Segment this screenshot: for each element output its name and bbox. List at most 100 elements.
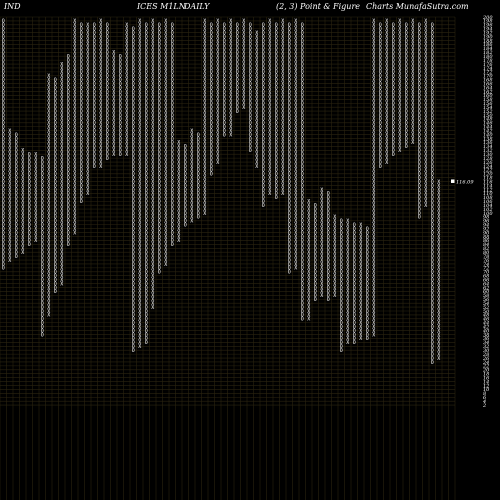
- pnf-box-o: O: [275, 93, 278, 99]
- pnf-box-o: O: [418, 140, 421, 146]
- pnf-box-x: X: [268, 144, 271, 150]
- pnf-box-o: O: [119, 132, 122, 138]
- pnf-box-x: X: [112, 74, 115, 80]
- pnf-box-o: O: [262, 176, 265, 182]
- pnf-box-x: X: [47, 274, 50, 280]
- pnf-box-x: X: [216, 81, 219, 87]
- pnf-box-o: O: [340, 270, 343, 276]
- pnf-box-x: X: [73, 101, 76, 107]
- pnf-box-x: X: [424, 97, 427, 103]
- pnf-box-o: O: [288, 191, 291, 197]
- pnf-box-o: O: [41, 176, 44, 182]
- pnf-box-o: O: [132, 348, 135, 354]
- pnf-box-o: O: [106, 58, 109, 64]
- pnf-box-x: X: [424, 101, 427, 107]
- pnf-box-x: X: [385, 46, 388, 52]
- pnf-box-x: X: [216, 117, 219, 123]
- pnf-box-o: O: [340, 258, 343, 264]
- pnf-box-x: X: [424, 195, 427, 201]
- pnf-box-x: X: [346, 223, 349, 229]
- pnf-box-o: O: [418, 203, 421, 209]
- pnf-box-o: O: [405, 101, 408, 107]
- pnf-box-x: X: [294, 121, 297, 127]
- pnf-box-x: X: [424, 78, 427, 84]
- pnf-box-x: X: [138, 74, 141, 80]
- pnf-box-o: O: [288, 27, 291, 33]
- pnf-box-o: O: [158, 144, 161, 150]
- pnf-box-x: X: [242, 54, 245, 60]
- pnf-box-x: X: [86, 74, 89, 80]
- pnf-box-o: O: [379, 62, 382, 68]
- pnf-box-x: X: [346, 309, 349, 315]
- pnf-box-o: O: [301, 179, 304, 185]
- pnf-box-o: O: [145, 281, 148, 287]
- pnf-box-x: X: [138, 309, 141, 315]
- pnf-box-x: X: [60, 270, 63, 276]
- y-tick-label: 32: [483, 344, 489, 350]
- pnf-box-o: O: [262, 27, 265, 33]
- pnf-box-x: X: [125, 93, 128, 99]
- pnf-box-x: X: [307, 277, 310, 283]
- pnf-box-o: O: [2, 168, 5, 174]
- pnf-box-x: X: [255, 38, 258, 44]
- pnf-box-x: X: [307, 297, 310, 303]
- pnf-box-x: X: [203, 97, 206, 103]
- pnf-box-x: X: [73, 199, 76, 205]
- pnf-box-o: O: [171, 191, 174, 197]
- y-tick-label: 68: [483, 274, 489, 280]
- y-tick-label: 132: [483, 148, 493, 154]
- pnf-box-o: O: [93, 89, 96, 95]
- pnf-box-x: X: [138, 54, 141, 60]
- pnf-box-o: O: [93, 156, 96, 162]
- pnf-box-x: X: [385, 50, 388, 56]
- pnf-box-x: X: [424, 85, 427, 91]
- pnf-box-x: X: [21, 191, 24, 197]
- pnf-box-o: O: [54, 270, 57, 276]
- pnf-box-x: X: [73, 74, 76, 80]
- pnf-box-o: O: [119, 148, 122, 154]
- pnf-box-x: X: [294, 70, 297, 76]
- pnf-box-x: X: [411, 78, 414, 84]
- pnf-box-x: X: [138, 191, 141, 197]
- pnf-box-x: X: [151, 179, 154, 185]
- pnf-box-o: O: [301, 27, 304, 33]
- pnf-box-x: X: [60, 89, 63, 95]
- pnf-box-x: X: [86, 78, 89, 84]
- pnf-box-o: O: [418, 125, 421, 131]
- pnf-box-x: X: [138, 199, 141, 205]
- pnf-box-x: X: [151, 78, 154, 84]
- pnf-box-o: O: [184, 160, 187, 166]
- pnf-box-o: O: [301, 277, 304, 283]
- pnf-box-x: X: [60, 223, 63, 229]
- pnf-box-x: X: [86, 30, 89, 36]
- pnf-box-x: X: [281, 156, 284, 162]
- pnf-box-o: O: [145, 132, 148, 138]
- pnf-box-x: X: [294, 42, 297, 48]
- pnf-box-x: X: [60, 234, 63, 240]
- pnf-box-x: X: [86, 168, 89, 174]
- pnf-box-x: X: [86, 140, 89, 146]
- pnf-box-o: O: [158, 195, 161, 201]
- pnf-box-x: X: [138, 305, 141, 311]
- pnf-box-o: O: [132, 81, 135, 87]
- pnf-box-x: X: [424, 176, 427, 182]
- pnf-box-o: O: [236, 27, 239, 33]
- pnf-box-o: O: [67, 132, 70, 138]
- pnf-box-o: O: [80, 46, 83, 52]
- pnf-box-x: X: [359, 270, 362, 276]
- pnf-box-o: O: [41, 168, 44, 174]
- pnf-box-x: X: [73, 50, 76, 56]
- pnf-box-o: O: [171, 23, 174, 29]
- pnf-box-x: X: [138, 301, 141, 307]
- pnf-box-o: O: [249, 23, 252, 29]
- pnf-box-x: X: [411, 113, 414, 119]
- pnf-box-x: X: [151, 277, 154, 283]
- pnf-box-o: O: [379, 42, 382, 48]
- pnf-box-x: X: [164, 172, 167, 178]
- pnf-box-o: O: [197, 207, 200, 213]
- pnf-box-o: O: [158, 207, 161, 213]
- pnf-box-x: X: [47, 211, 50, 217]
- pnf-box-o: O: [54, 132, 57, 138]
- pnf-box-o: O: [275, 148, 278, 154]
- pnf-box-o: O: [171, 132, 174, 138]
